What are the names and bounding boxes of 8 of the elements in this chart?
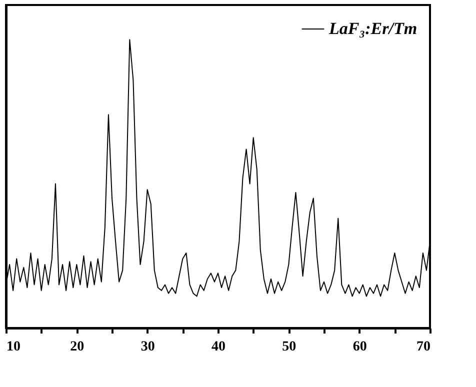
x-tick-label: 50 [282, 340, 296, 354]
x-tick-label: 20 [70, 340, 84, 354]
x-tick-label: 60 [352, 340, 367, 354]
x-tick-label: 30 [140, 340, 155, 354]
x-tick-label: 40 [212, 340, 226, 354]
x-tick-label: 70 [416, 340, 430, 354]
legend-label: LaF₃:Er/Tm [328, 19, 418, 38]
x-tick-label: 10 [6, 340, 20, 354]
